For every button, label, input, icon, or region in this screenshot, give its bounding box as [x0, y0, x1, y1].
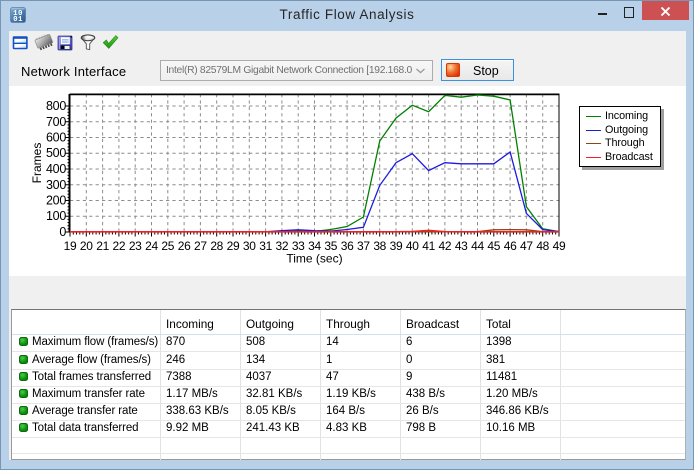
svg-text:42: 42 [439, 239, 452, 253]
svg-text:100: 100 [46, 209, 66, 223]
svg-text:600: 600 [46, 131, 66, 145]
svg-text:21: 21 [96, 239, 109, 253]
svg-text:45: 45 [487, 239, 500, 253]
svg-text:46: 46 [504, 239, 517, 253]
svg-text:24: 24 [145, 239, 158, 253]
svg-text:01: 01 [13, 16, 23, 23]
svg-text:36: 36 [341, 239, 354, 253]
svg-text:19: 19 [64, 239, 77, 253]
svg-text:500: 500 [46, 146, 66, 160]
svg-text:41: 41 [422, 239, 435, 253]
svg-text:44: 44 [471, 239, 484, 253]
svg-text:48: 48 [536, 239, 549, 253]
svg-text:34: 34 [308, 239, 321, 253]
svg-text:35: 35 [324, 239, 337, 253]
svg-text:33: 33 [292, 239, 305, 253]
svg-text:0: 0 [59, 225, 66, 239]
svg-text:Frames: Frames [30, 143, 44, 184]
svg-text:200: 200 [46, 194, 66, 208]
svg-text:49: 49 [553, 239, 566, 253]
svg-text:22: 22 [113, 239, 126, 253]
svg-text:39: 39 [390, 239, 403, 253]
svg-text:31: 31 [259, 239, 272, 253]
svg-text:Time (sec): Time (sec) [286, 252, 342, 266]
svg-text:32: 32 [276, 239, 289, 253]
svg-text:10: 10 [13, 10, 23, 18]
svg-text:25: 25 [161, 239, 174, 253]
svg-text:28: 28 [210, 239, 223, 253]
svg-text:43: 43 [455, 239, 468, 253]
svg-text:20: 20 [80, 239, 93, 253]
svg-text:23: 23 [129, 239, 142, 253]
svg-text:37: 37 [357, 239, 370, 253]
svg-text:40: 40 [406, 239, 419, 253]
svg-text:30: 30 [243, 239, 256, 253]
svg-text:38: 38 [373, 239, 386, 253]
svg-text:29: 29 [227, 239, 240, 253]
svg-text:400: 400 [46, 162, 66, 176]
svg-text:800: 800 [46, 99, 66, 113]
svg-text:27: 27 [194, 239, 207, 253]
svg-text:700: 700 [46, 115, 66, 129]
svg-text:300: 300 [46, 178, 66, 192]
svg-text:26: 26 [178, 239, 191, 253]
svg-text:47: 47 [520, 239, 533, 253]
